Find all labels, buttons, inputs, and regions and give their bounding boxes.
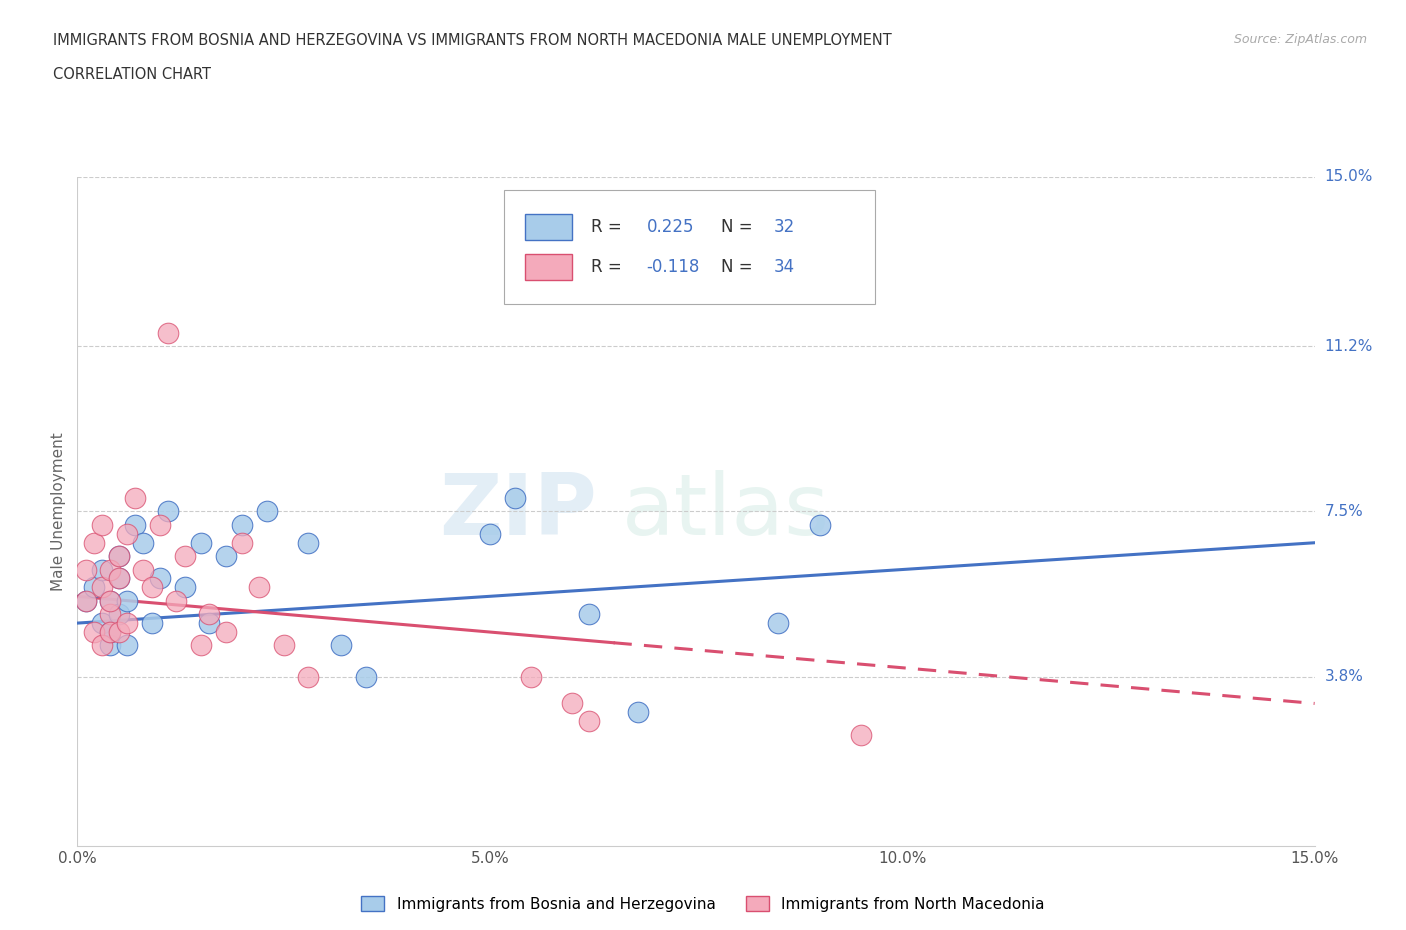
Point xyxy=(75,593,97,608)
Point xyxy=(107,571,129,586)
Point xyxy=(107,549,129,564)
Text: 7.5%: 7.5% xyxy=(1324,504,1364,519)
Point xyxy=(132,536,155,551)
Point xyxy=(173,549,195,564)
Point xyxy=(520,670,543,684)
Point xyxy=(231,517,253,532)
Text: R =: R = xyxy=(591,218,627,236)
Point xyxy=(330,638,353,653)
Point xyxy=(165,593,187,608)
Point xyxy=(578,714,600,729)
Text: -0.118: -0.118 xyxy=(647,259,700,276)
Point xyxy=(124,491,146,506)
Point xyxy=(354,670,377,684)
Point xyxy=(98,625,121,640)
Text: 32: 32 xyxy=(773,218,796,236)
Point xyxy=(808,517,831,532)
Text: 3.8%: 3.8% xyxy=(1324,670,1364,684)
Text: 34: 34 xyxy=(773,259,794,276)
Point xyxy=(231,536,253,551)
Text: ZIP: ZIP xyxy=(439,470,598,553)
Point xyxy=(83,580,105,595)
Text: Source: ZipAtlas.com: Source: ZipAtlas.com xyxy=(1233,33,1367,46)
Point xyxy=(132,562,155,577)
Point xyxy=(256,504,278,519)
Point xyxy=(297,670,319,684)
Point xyxy=(107,625,129,640)
Point xyxy=(98,562,121,577)
Point xyxy=(627,705,650,720)
Y-axis label: Male Unemployment: Male Unemployment xyxy=(51,432,66,591)
Point xyxy=(98,638,121,653)
Text: R =: R = xyxy=(591,259,627,276)
Point xyxy=(98,593,121,608)
Point xyxy=(75,593,97,608)
Point xyxy=(91,517,114,532)
Point xyxy=(198,606,221,621)
Point xyxy=(149,571,172,586)
Point xyxy=(91,562,114,577)
Point xyxy=(124,517,146,532)
Text: N =: N = xyxy=(721,259,758,276)
Point xyxy=(157,326,180,340)
Text: 15.0%: 15.0% xyxy=(1324,169,1372,184)
Text: N =: N = xyxy=(721,218,758,236)
Legend: Immigrants from Bosnia and Herzegovina, Immigrants from North Macedonia: Immigrants from Bosnia and Herzegovina, … xyxy=(356,889,1050,918)
Point xyxy=(478,526,501,541)
Text: CORRELATION CHART: CORRELATION CHART xyxy=(53,67,211,82)
Point xyxy=(98,625,121,640)
Point xyxy=(173,580,195,595)
Point xyxy=(503,491,526,506)
FancyBboxPatch shape xyxy=(526,255,572,280)
Point xyxy=(107,571,129,586)
Point xyxy=(141,580,163,595)
Point xyxy=(190,638,212,653)
Point xyxy=(115,526,138,541)
Point xyxy=(149,517,172,532)
Point xyxy=(107,549,129,564)
Point xyxy=(83,536,105,551)
Point xyxy=(849,727,872,742)
Point xyxy=(190,536,212,551)
Point xyxy=(91,580,114,595)
Point xyxy=(91,638,114,653)
Point xyxy=(115,616,138,631)
Point xyxy=(768,616,790,631)
Point xyxy=(75,562,97,577)
Text: atlas: atlas xyxy=(621,470,830,553)
Point xyxy=(83,625,105,640)
Point xyxy=(247,580,270,595)
Point xyxy=(215,625,238,640)
Point xyxy=(98,593,121,608)
Text: 0.225: 0.225 xyxy=(647,218,695,236)
Text: IMMIGRANTS FROM BOSNIA AND HERZEGOVINA VS IMMIGRANTS FROM NORTH MACEDONIA MALE U: IMMIGRANTS FROM BOSNIA AND HERZEGOVINA V… xyxy=(53,33,893,47)
Point xyxy=(297,536,319,551)
Point xyxy=(157,504,180,519)
Point xyxy=(115,638,138,653)
Point xyxy=(91,616,114,631)
Point xyxy=(98,606,121,621)
Point xyxy=(578,606,600,621)
Point xyxy=(215,549,238,564)
Point xyxy=(198,616,221,631)
Point xyxy=(115,593,138,608)
Point xyxy=(107,606,129,621)
Point xyxy=(273,638,295,653)
Text: 11.2%: 11.2% xyxy=(1324,339,1372,353)
FancyBboxPatch shape xyxy=(505,190,876,304)
Point xyxy=(561,696,583,711)
FancyBboxPatch shape xyxy=(526,214,572,240)
Point xyxy=(141,616,163,631)
